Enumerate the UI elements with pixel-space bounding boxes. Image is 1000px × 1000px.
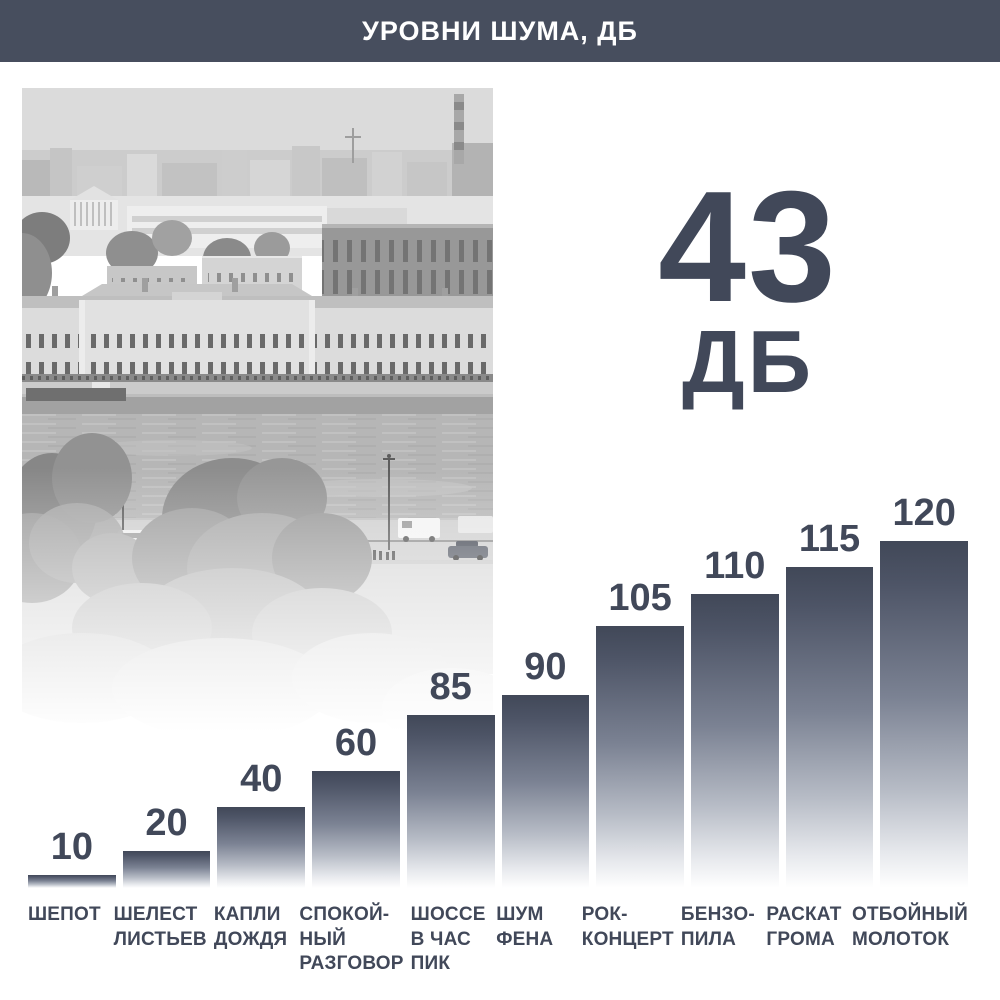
bar-value-label: 115 (798, 518, 861, 560)
category-label: ОТБОЙНЫЙ МОЛОТОК (851, 904, 969, 950)
category-labels: ШЕПОТ ШЕЛЕСТ ЛИСТЬЕВ КАПЛИ ДОЖДЯ СПОКОЙ- НЫ… (28, 903, 968, 977)
bar-column: 85 (406, 481, 495, 888)
bar-value-label: 10 (50, 826, 93, 868)
barge (26, 382, 126, 401)
category-label: РАСКАТ ГРОМА (766, 904, 842, 950)
city-photo-illustration (0, 88, 522, 798)
bar (880, 541, 969, 888)
category-label: БЕНЗО- ПИЛА (680, 904, 755, 950)
city-photo (0, 88, 522, 798)
category-label: ШЕПОТ (28, 904, 101, 925)
colonnade-building (70, 186, 118, 230)
page-title: УРОВНИ ШУМА, ДБ (362, 15, 638, 46)
bar-column: 105 (596, 481, 684, 888)
waterfront-palace (22, 278, 493, 382)
bar (122, 851, 211, 888)
bar-column: 110 (690, 481, 779, 888)
bar (785, 567, 874, 888)
bar-value-label: 40 (240, 758, 283, 800)
bar (406, 715, 495, 888)
category-label: ШЕЛЕСТ ЛИСТЬЕВ (113, 904, 207, 950)
bar (28, 875, 116, 888)
bar-column: 120 (880, 481, 969, 888)
bar-column: 40 (217, 481, 306, 888)
header-bar: УРОВНИ ШУМА, ДБ (0, 0, 1000, 62)
bar-value-label: 110 (704, 545, 766, 587)
bar-value-label: 90 (524, 646, 567, 688)
category-label: КАПЛИ ДОЖДЯ (213, 904, 288, 950)
bar-column: 60 (312, 481, 400, 888)
bar-value-label: 105 (608, 577, 672, 619)
bar-column: 10 (28, 481, 116, 888)
bar (690, 594, 779, 888)
bar (596, 626, 684, 888)
bar (217, 807, 306, 888)
chimney (454, 94, 464, 164)
highlight-unit: ДБ (682, 312, 814, 411)
bar-value-label: 85 (429, 666, 472, 708)
bar-value-label: 60 (334, 722, 378, 764)
bar (312, 771, 400, 888)
category-label: ШУМ ФЕНА (496, 904, 554, 950)
bar-value-label: 120 (892, 492, 956, 534)
bar-value-label: 20 (145, 802, 188, 844)
category-label: ШОССЕ В ЧАС ПИК (410, 904, 486, 975)
bar-chart: 10 20 40 60 85 90 105 110 115 120 (28, 481, 969, 888)
category-label: РОК- КОНЦЕРТ (581, 904, 674, 950)
bar (501, 695, 590, 888)
bar-column: 90 (501, 481, 590, 888)
highlight-value: 43 (658, 159, 838, 335)
bar-column: 115 (785, 481, 874, 888)
brick-building (322, 224, 493, 300)
bar-column: 20 (122, 481, 211, 888)
category-label: СПОКОЙ- НЫЙ РАЗГОВОР (299, 904, 404, 975)
